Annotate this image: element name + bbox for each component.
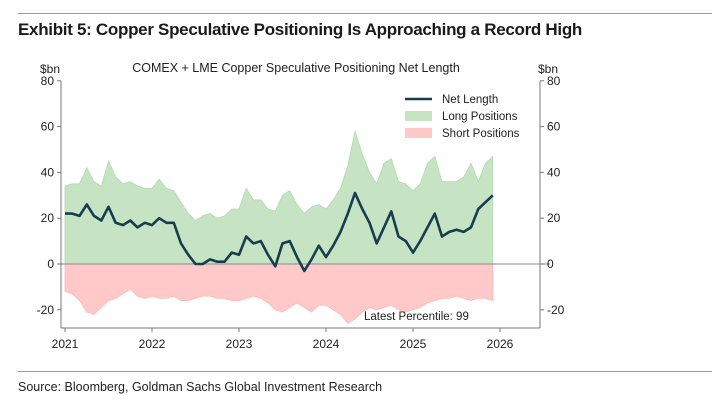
chart-title: COMEX + LME Copper Speculative Positioni… [132,61,460,75]
source-note: Source: Bloomberg, Goldman Sachs Global … [18,380,383,394]
legend-long-positions-label: Long Positions [442,111,518,123]
y-tick-label-right: 60 [547,120,561,134]
legend: Net Length Long Positions Short Position… [405,94,520,140]
legend-long-positions-swatch [405,111,432,121]
net-length-line [65,191,494,273]
legend-short-positions-swatch [405,128,432,138]
y-tick-label-right: 80 [547,74,561,88]
x-tick-label: 2026 [487,337,514,351]
y-tick-label-right: 0 [547,257,554,271]
y-tick-label-right: 40 [547,165,561,179]
top-rule [18,13,712,14]
x-tick-label: 2024 [313,337,340,351]
short-positions-area [64,263,494,325]
y-tick-label-left: 40 [41,165,55,179]
y-tick-label-left: 60 [41,120,55,134]
axes: 80 80 60 60 40 40 20 20 0 0 -20 -20 2021 2022 2023 2024… [37,74,565,351]
legend-short-positions-label: Short Positions [442,128,520,140]
x-tick-label: 2023 [226,337,253,351]
plot-areas [61,129,550,325]
legend-net-length-label: Net Length [442,94,498,106]
y-tick-label-left: -20 [37,303,55,317]
y-tick-label-left: 0 [47,257,54,271]
y-tick-label-left: 20 [41,211,55,225]
exhibit-title: Exhibit 5: Copper Speculative Positionin… [18,20,582,39]
y-right-unit-label: $bn [538,62,558,76]
y-tick-label-right: 20 [547,211,561,225]
x-tick-label: 2022 [139,337,166,351]
y-tick-label-right: -20 [547,303,565,317]
y-tick-label-left: 80 [41,74,55,88]
long-positions-area [64,129,494,265]
bottom-rule [18,371,712,372]
x-tick-label: 2021 [52,337,79,351]
x-tick-label: 2025 [400,337,427,351]
latest-percentile-annotation: Latest Percentile: 99 [364,311,469,323]
y-left-unit-label: $bn [40,62,60,76]
chart: 80 80 60 60 40 40 20 20 0 0 -20 -20 2021 2022 2023 2024… [37,61,565,351]
